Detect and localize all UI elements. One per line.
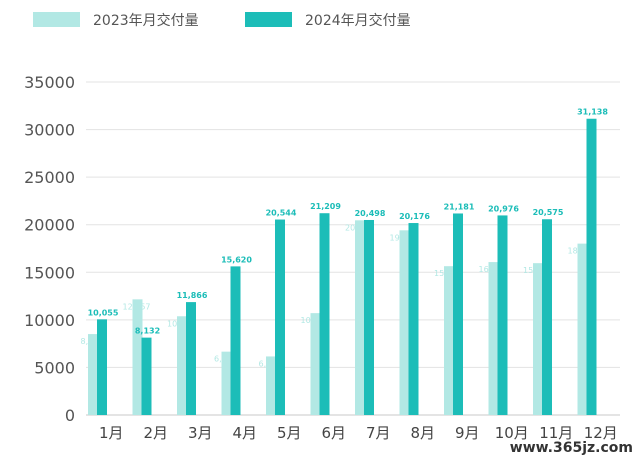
data-label-2024: 21,209 [310, 202, 341, 211]
bar-2023 [266, 356, 276, 415]
data-label-2023: 12,157 [123, 302, 151, 311]
bar-2024 [230, 266, 241, 415]
bar-2023 [177, 316, 187, 415]
bar-2024 [97, 319, 107, 415]
data-label-2023: 6,658 [214, 355, 237, 364]
data-label-2024: 20,575 [533, 208, 564, 217]
y-tick-label: 5000 [34, 358, 75, 377]
y-tick-label: 30000 [24, 121, 75, 140]
data-label-2023: 16,074 [479, 265, 507, 274]
data-label-2023: 15,641 [434, 269, 462, 278]
legend-swatch [245, 12, 292, 27]
data-label-2024: 20,544 [266, 209, 297, 218]
bar-2024 [586, 118, 597, 415]
x-tick-label: 9月 [455, 424, 480, 442]
data-label-2023: 8,506 [81, 337, 104, 346]
y-tick-label: 0 [65, 406, 75, 425]
bar-2024 [542, 219, 552, 415]
bar-2023 [310, 313, 321, 415]
gridlines [86, 81, 620, 416]
x-tick-label: 2月 [143, 424, 168, 442]
data-label-2024: 8,132 [135, 327, 160, 336]
bar-2024 [453, 213, 463, 415]
bar-2023 [533, 263, 543, 415]
x-tick-label: 10月 [495, 424, 529, 442]
data-label-2024: 20,498 [355, 209, 386, 218]
bar-2024 [275, 219, 285, 415]
legend-swatch [33, 12, 80, 27]
bar-2023 [132, 299, 143, 415]
legend: 2023年月交付量 2024年月交付量 [33, 12, 411, 29]
x-tick-label: 5月 [277, 424, 302, 442]
bar-2023 [444, 266, 454, 415]
bar-2023 [88, 334, 98, 415]
x-tick-label: 3月 [188, 424, 213, 442]
x-tick-label: 12月 [584, 424, 618, 442]
y-tick-label: 10000 [24, 311, 75, 330]
data-label-2023: 6,155 [259, 359, 282, 368]
x-tick-label: 1月 [99, 424, 124, 442]
x-tick-label: 4月 [232, 424, 257, 442]
y-tick-label: 15000 [24, 263, 75, 282]
y-tick-label: 20000 [24, 216, 75, 235]
bar-2024 [186, 302, 196, 415]
data-label-2024: 20,176 [399, 212, 430, 221]
x-tick-label: 11月 [539, 424, 573, 442]
y-axis: 0 5000 10000 15000 20000 25000 30000 35000 [24, 73, 75, 425]
data-label-2023: 10,707 [301, 316, 329, 325]
legend-label: 2024年月交付量 [305, 12, 411, 29]
data-label-2023: 20,462 [345, 223, 373, 232]
x-tick-label: 7月 [366, 424, 391, 442]
x-axis: 1月 2月 3月 4月 5月 6月 7月 8月 9月 10月 11月 12月 [99, 424, 618, 442]
bar-2024 [141, 337, 152, 415]
data-label-2024: 10,055 [88, 308, 119, 317]
bar-2024 [408, 223, 419, 415]
legend-label: 2023年月交付量 [93, 12, 199, 29]
bar-2023 [577, 243, 588, 415]
bar-2023 [399, 230, 410, 415]
x-tick-label: 6月 [321, 424, 346, 442]
bar-2023 [488, 262, 499, 415]
data-label-2023: 18,012 [568, 247, 596, 256]
data-label-2024: 31,138 [577, 108, 608, 117]
bar-2024 [497, 215, 508, 415]
bar-2023 [221, 351, 232, 415]
data-label-2024: 21,181 [444, 202, 475, 211]
bar-2024 [364, 219, 374, 415]
data-label-2024: 11,866 [177, 291, 208, 300]
bars: 8,506 10,055 12,157 8,132 10,378 11,866 6,658 1… [81, 108, 608, 415]
data-label-2024: 20,976 [488, 204, 519, 213]
data-label-2023: 15,959 [523, 266, 551, 275]
data-label-2023: 10,378 [167, 319, 195, 328]
y-tick-label: 25000 [24, 168, 75, 187]
data-label-2023: 19,411 [390, 233, 418, 242]
watermark: www.365jz.com [510, 440, 633, 456]
data-label-2024: 15,620 [221, 255, 252, 264]
bar-2024 [319, 213, 330, 415]
bar-2023 [355, 220, 365, 415]
y-tick-label: 35000 [24, 73, 75, 92]
x-tick-label: 8月 [410, 424, 435, 442]
